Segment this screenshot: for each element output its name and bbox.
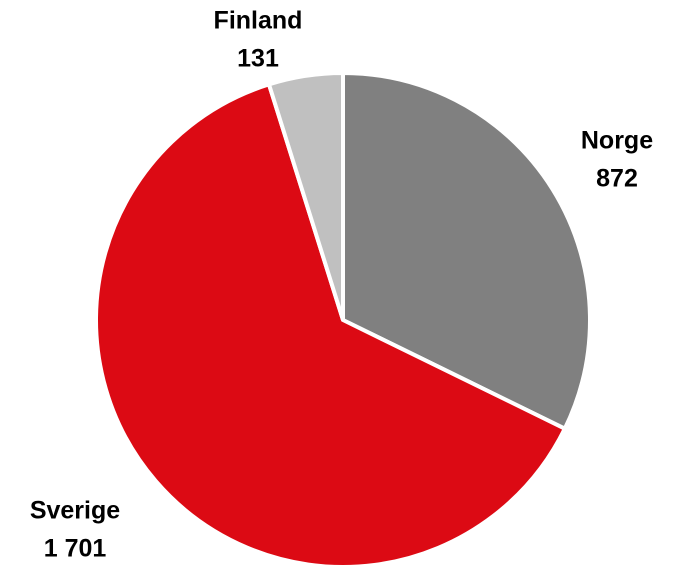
pie-slice <box>266 70 345 321</box>
slice-label-name: Norge <box>581 127 653 155</box>
slice-label-value: 131 <box>237 45 279 73</box>
slice-label-name: Sverige <box>30 497 120 525</box>
slice-label-value: 872 <box>596 165 638 193</box>
pie-slice <box>341 70 592 432</box>
pie-slice <box>94 81 568 567</box>
slice-label-value: 1 701 <box>44 535 107 563</box>
slice-label-name: Finland <box>214 7 303 35</box>
